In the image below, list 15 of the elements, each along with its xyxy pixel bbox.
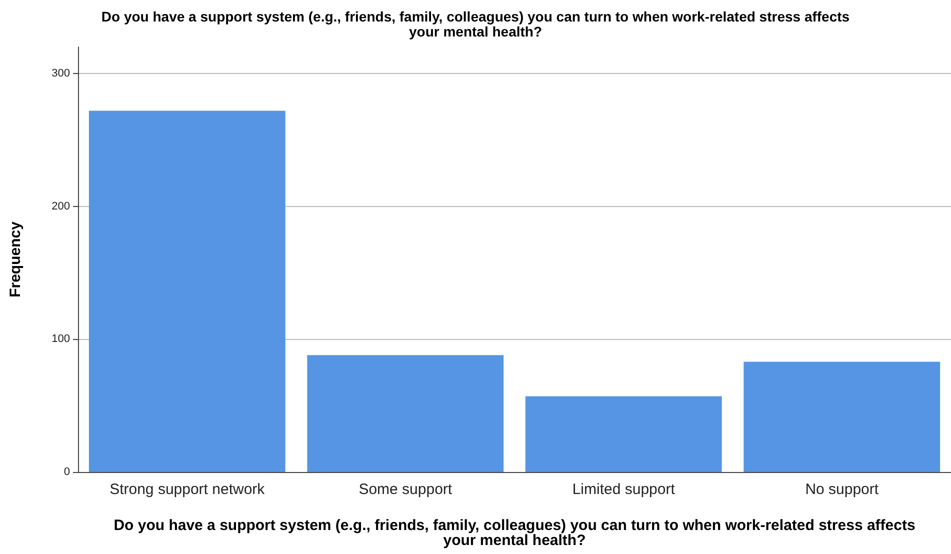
bar [88,110,286,472]
y-tick-label: 300 [52,68,70,80]
y-tick-label: 200 [52,200,70,212]
bar [525,396,722,472]
x-axis-title: Do you have a support system (e.g., friends, family, colleagues) you can turn to when work-related stress affects your mental health? [114,517,916,549]
x-tick-label: Limited support [572,481,676,498]
chart-title: Do you have a support system (e.g., friends, family, colleagues) you can turn to when work-related stress affects your mental health? [101,8,850,40]
y-axis-title: Frequency [7,220,24,298]
bar [744,362,940,472]
x-tick-label: Strong support network [110,481,266,498]
x-tick-label: Some support [358,481,453,498]
y-tick-label: 0 [64,466,70,478]
bar [307,355,504,472]
y-tick-label: 100 [52,333,70,346]
x-tick-label: No support [805,481,880,498]
